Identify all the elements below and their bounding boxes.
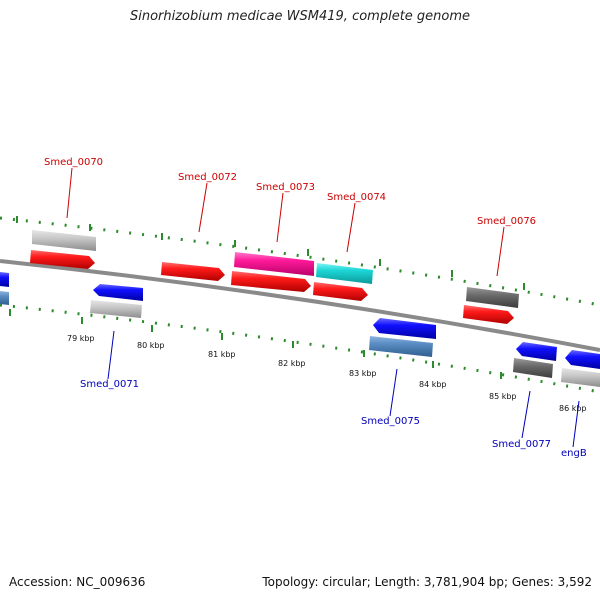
gene-arrow[interactable] <box>516 342 557 361</box>
gene-arrow[interactable] <box>373 318 436 339</box>
gene-arrow[interactable] <box>0 272 9 287</box>
scale-label: 81 kbp <box>208 350 236 359</box>
lower-tick-row <box>0 303 600 394</box>
scale-label: 86 kbp <box>559 404 587 413</box>
scale-label: 84 kbp <box>419 380 447 389</box>
gene-arrow[interactable] <box>231 271 311 292</box>
gene-label[interactable]: Smed_0077 <box>492 439 551 450</box>
forward-gene-labels: Smed_0070 Smed_0072 Smed_0073 Smed_0074 … <box>44 157 536 227</box>
gene-arrow[interactable] <box>466 287 519 308</box>
gene-arrow[interactable] <box>234 252 314 276</box>
gene-arrow[interactable] <box>90 300 142 318</box>
gene-arrow[interactable] <box>369 336 433 357</box>
gene-arrow[interactable] <box>561 368 600 387</box>
gene-label[interactable]: Smed_0071 <box>80 379 139 390</box>
gene-arrow[interactable] <box>161 262 225 281</box>
scale-label: 82 kbp <box>278 359 306 368</box>
gene-arrow[interactable] <box>32 230 96 251</box>
reverse-leader-lines <box>107 330 580 448</box>
scale-label: 83 kbp <box>349 369 377 378</box>
gene-arrow[interactable] <box>93 284 143 301</box>
reverse-gene-labels: Smed_0071 Smed_0075 Smed_0077 engB <box>80 379 587 459</box>
gene-arrow[interactable] <box>316 263 373 284</box>
map-title: Sinorhizobium medicae WSM419, complete g… <box>129 9 471 24</box>
scale-labels: 79 kbp 80 kbp 81 kbp 82 kbp 83 kbp 84 kb… <box>67 334 587 413</box>
scale-label: 85 kbp <box>489 392 517 401</box>
gene-label[interactable]: Smed_0074 <box>327 192 386 203</box>
gene-label[interactable]: Smed_0076 <box>477 216 536 227</box>
gene-label[interactable]: Smed_0070 <box>44 157 103 168</box>
gene-label[interactable]: Smed_0072 <box>178 172 237 183</box>
forward-leader-lines <box>66 167 505 277</box>
gene-label[interactable]: Smed_0075 <box>361 416 420 427</box>
gene-arrow[interactable] <box>463 305 514 324</box>
gene-label[interactable]: Smed_0073 <box>256 182 315 193</box>
scale-label: 80 kbp <box>137 341 165 350</box>
scale-label: 79 kbp <box>67 334 95 343</box>
gene-arrow[interactable] <box>30 250 95 269</box>
reverse-genes <box>0 272 600 387</box>
upper-tick-row <box>0 216 600 307</box>
gene-arrow[interactable] <box>313 282 368 301</box>
gene-arrow[interactable] <box>513 358 553 378</box>
accession-info: Accession: NC_009636 <box>9 575 146 589</box>
gene-arrow[interactable] <box>0 291 9 305</box>
gene-label[interactable]: engB <box>561 448 587 459</box>
major-ticks <box>9 216 525 379</box>
genome-backbone <box>0 259 600 352</box>
forward-genes <box>30 230 519 324</box>
gene-arrow[interactable] <box>565 350 600 369</box>
genome-summary: Topology: circular; Length: 3,781,904 bp… <box>262 575 592 589</box>
